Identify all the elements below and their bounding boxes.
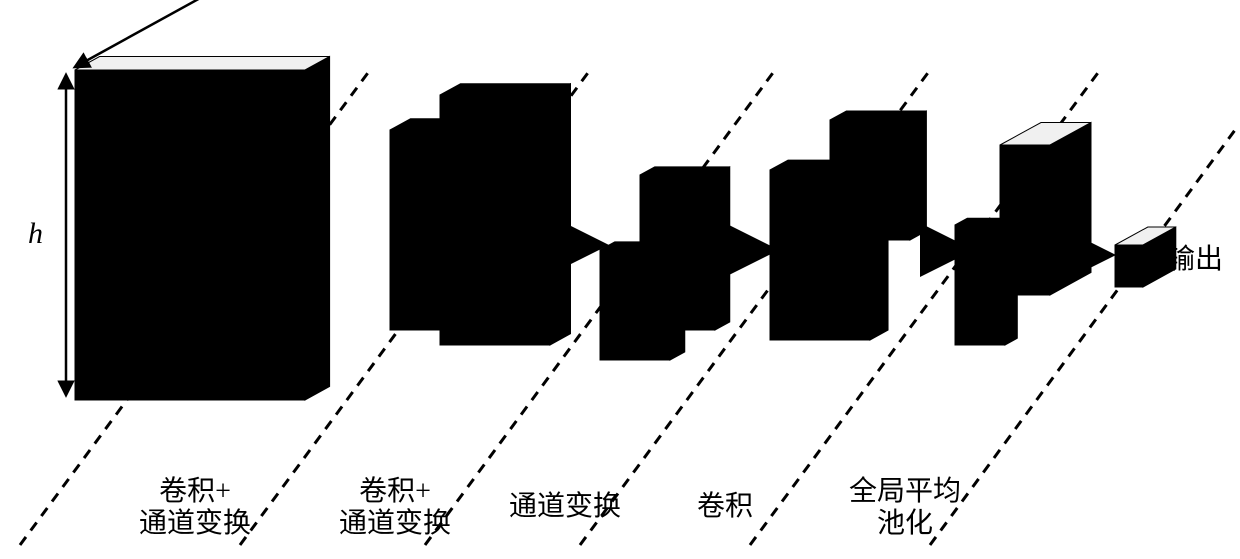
stage-label: 卷积+通道变换 (339, 475, 451, 539)
cnn-block (75, 57, 330, 401)
stage-label: 卷积+通道变换 (139, 475, 251, 539)
cnn-block (440, 84, 571, 345)
dim-label: h (28, 217, 43, 250)
stage-label: 输出 (1167, 243, 1223, 275)
cnn-block (640, 167, 730, 330)
stage-label: 卷积 (697, 490, 753, 522)
stage-label: 全局平均池化 (849, 475, 961, 539)
cnn-block (830, 111, 926, 240)
cnn-block (1000, 123, 1091, 296)
stage-label: 通道变换 (509, 490, 621, 522)
dim-label: w (151, 0, 171, 5)
